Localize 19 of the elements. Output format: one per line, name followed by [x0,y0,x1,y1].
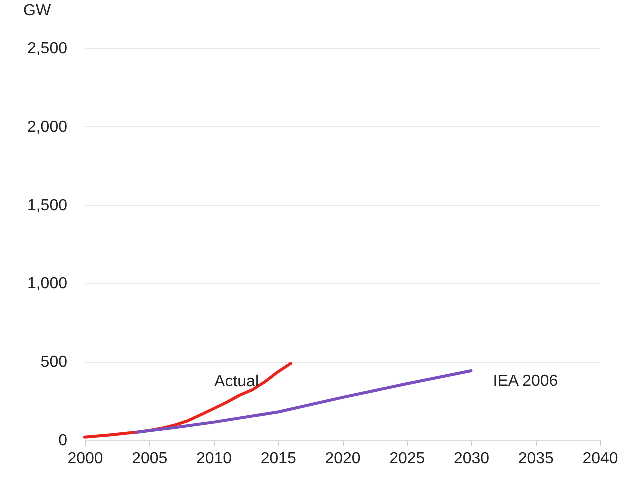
y-axis-title: GW [24,2,52,20]
line-series [135,370,473,434]
series-label: IEA 2006 [493,373,558,390]
x-tick-label: 2010 [196,450,232,468]
y-tick-label: 1,000 [27,276,68,293]
y-tick-label: 2,000 [27,118,68,136]
x-tick-label: 2030 [454,450,490,468]
x-tick-label: 2035 [518,450,554,468]
y-tick-label: 2,500 [27,40,68,58]
x-tick-label: 2000 [68,450,104,468]
x-tick-label: 2015 [260,450,297,468]
series-label: Actual [214,374,259,391]
y-tick-label: 0 [58,432,68,450]
x-tick-label: 2040 [582,450,618,468]
x-tick-label: 2025 [390,450,426,468]
y-tick-label: 1,500 [27,197,68,214]
y-tick-label: 500 [40,354,68,372]
x-tick-label: 2020 [325,450,361,468]
x-tick-label: 2005 [132,450,168,468]
